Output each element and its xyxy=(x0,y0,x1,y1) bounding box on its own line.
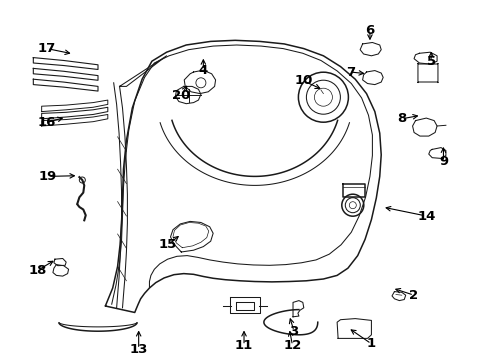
Text: 2: 2 xyxy=(410,289,418,302)
Text: 19: 19 xyxy=(39,170,57,183)
Text: 12: 12 xyxy=(283,339,302,352)
Text: 17: 17 xyxy=(38,42,56,55)
Text: 3: 3 xyxy=(290,325,298,338)
Text: 18: 18 xyxy=(29,264,48,276)
Text: 8: 8 xyxy=(397,112,406,125)
Text: 10: 10 xyxy=(294,75,313,87)
Text: 20: 20 xyxy=(172,89,191,102)
Text: 11: 11 xyxy=(235,339,253,352)
Text: 7: 7 xyxy=(346,66,355,78)
Text: 15: 15 xyxy=(159,238,177,251)
Text: 13: 13 xyxy=(129,343,148,356)
Text: 1: 1 xyxy=(367,337,376,350)
Text: 14: 14 xyxy=(417,210,436,222)
Text: 16: 16 xyxy=(38,116,56,129)
Text: 4: 4 xyxy=(199,64,208,77)
Text: 6: 6 xyxy=(366,24,374,37)
Text: 9: 9 xyxy=(439,156,448,168)
Text: 5: 5 xyxy=(427,55,436,68)
